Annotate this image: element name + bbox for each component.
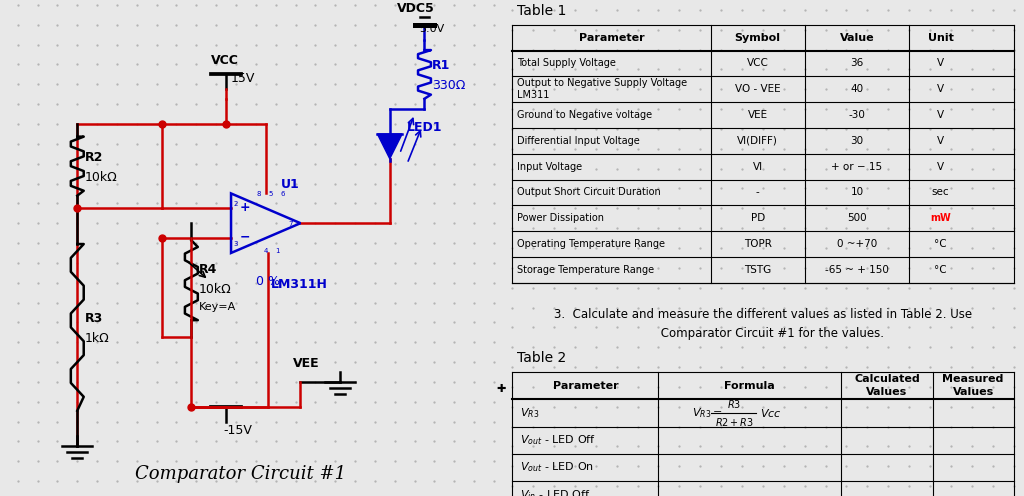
Text: V: V <box>937 110 944 120</box>
Text: LM311H: LM311H <box>270 278 328 291</box>
Text: 5: 5 <box>268 191 272 197</box>
Text: VEE: VEE <box>293 357 319 370</box>
Text: R4: R4 <box>199 263 217 276</box>
Text: -: - <box>756 187 760 197</box>
Text: sec: sec <box>932 187 949 197</box>
Text: 1: 1 <box>275 248 281 254</box>
Text: 15V: 15V <box>231 72 255 85</box>
Text: +: + <box>240 201 251 214</box>
Text: $V_{out}$ - LED Off: $V_{out}$ - LED Off <box>520 434 596 447</box>
Text: TSTG: TSTG <box>744 265 771 275</box>
Text: Ground to Negative voltage: Ground to Negative voltage <box>517 110 652 120</box>
Text: V: V <box>937 59 944 68</box>
Text: -30: -30 <box>849 110 865 120</box>
Text: V: V <box>937 84 944 94</box>
Text: R3: R3 <box>85 312 103 325</box>
Text: VO - VEE: VO - VEE <box>735 84 780 94</box>
Text: −: − <box>240 231 251 244</box>
Text: VI: VI <box>753 162 763 172</box>
Text: LED1: LED1 <box>408 122 442 134</box>
Text: -65 ~ + 150: -65 ~ + 150 <box>825 265 889 275</box>
Text: VCC: VCC <box>746 59 769 68</box>
Text: U1: U1 <box>281 179 299 191</box>
Text: 7: 7 <box>288 221 293 227</box>
Text: mW: mW <box>930 213 951 223</box>
Text: 0 %: 0 % <box>256 275 280 288</box>
Polygon shape <box>378 134 402 159</box>
Text: 500: 500 <box>847 213 866 223</box>
Text: -15V: -15V <box>223 424 253 437</box>
Text: 2: 2 <box>233 201 238 207</box>
Text: Unit: Unit <box>928 33 953 43</box>
Text: Measured
Values: Measured Values <box>942 374 1004 397</box>
Text: 10kΩ: 10kΩ <box>199 283 231 296</box>
Text: VCC: VCC <box>211 55 239 67</box>
Text: °C: °C <box>934 239 947 249</box>
Text: Output to Negative Supply Voltage
LM311: Output to Negative Supply Voltage LM311 <box>517 78 687 100</box>
Text: Comparator Circuit #1: Comparator Circuit #1 <box>135 465 346 483</box>
Text: ✚: ✚ <box>497 384 506 394</box>
Text: °C: °C <box>934 265 947 275</box>
Text: Parameter: Parameter <box>553 380 618 391</box>
Text: Calculated
Values: Calculated Values <box>854 374 920 397</box>
Text: TOPR: TOPR <box>743 239 772 249</box>
Text: Table 1: Table 1 <box>517 4 567 18</box>
Text: Table 2: Table 2 <box>517 351 566 365</box>
Text: 40: 40 <box>850 84 863 94</box>
Text: 6: 6 <box>281 191 285 197</box>
Text: Formula: Formula <box>724 380 775 391</box>
Text: Power Dissipation: Power Dissipation <box>517 213 604 223</box>
Text: 3: 3 <box>233 241 238 247</box>
Text: $V_{out}$ - LED On: $V_{out}$ - LED On <box>520 461 594 474</box>
Text: $V_{in}$ - LED Off: $V_{in}$ - LED Off <box>520 488 591 496</box>
Text: V: V <box>937 162 944 172</box>
Text: 30: 30 <box>850 136 863 146</box>
Text: V: V <box>937 136 944 146</box>
Text: 1kΩ: 1kΩ <box>85 332 110 345</box>
Text: Storage Temperature Range: Storage Temperature Range <box>517 265 654 275</box>
Text: Value: Value <box>840 33 874 43</box>
Text: VDC5: VDC5 <box>397 2 435 15</box>
Text: $Vcc$: $Vcc$ <box>760 407 782 419</box>
Text: Total Supply Voltage: Total Supply Voltage <box>517 59 616 68</box>
Text: $R3$: $R3$ <box>727 398 741 410</box>
Text: Differential Input Voltage: Differential Input Voltage <box>517 136 640 146</box>
Text: PD: PD <box>751 213 765 223</box>
Text: Output Short Circuit Duration: Output Short Circuit Duration <box>517 187 662 197</box>
Text: 36: 36 <box>850 59 863 68</box>
Text: R2: R2 <box>85 151 103 164</box>
Text: + or − 15: + or − 15 <box>831 162 883 172</box>
Text: 4: 4 <box>263 248 267 254</box>
Text: Input Voltage: Input Voltage <box>517 162 583 172</box>
Text: 0 ~+70: 0 ~+70 <box>837 239 877 249</box>
Text: $V_{R3}$: $V_{R3}$ <box>520 406 540 420</box>
Text: 10: 10 <box>850 187 863 197</box>
Text: 5.0V: 5.0V <box>420 24 444 34</box>
Text: Operating Temperature Range: Operating Temperature Range <box>517 239 666 249</box>
Text: 3.  Calculate and measure the different values as listed in Table 2. Use
     Co: 3. Calculate and measure the different v… <box>554 308 972 340</box>
Text: Key=A: Key=A <box>199 302 237 312</box>
Text: 10kΩ: 10kΩ <box>85 171 118 184</box>
Text: Parameter: Parameter <box>579 33 644 43</box>
Text: 8: 8 <box>256 191 261 197</box>
Text: VEE: VEE <box>748 110 768 120</box>
Text: VI(DIFF): VI(DIFF) <box>737 136 778 146</box>
Text: R1: R1 <box>432 60 451 72</box>
Text: $V_{R3} =$: $V_{R3} =$ <box>692 406 723 420</box>
Text: Symbol: Symbol <box>734 33 780 43</box>
Text: $R2 + R3$: $R2 + R3$ <box>715 416 754 428</box>
Text: 330Ω: 330Ω <box>432 79 465 92</box>
